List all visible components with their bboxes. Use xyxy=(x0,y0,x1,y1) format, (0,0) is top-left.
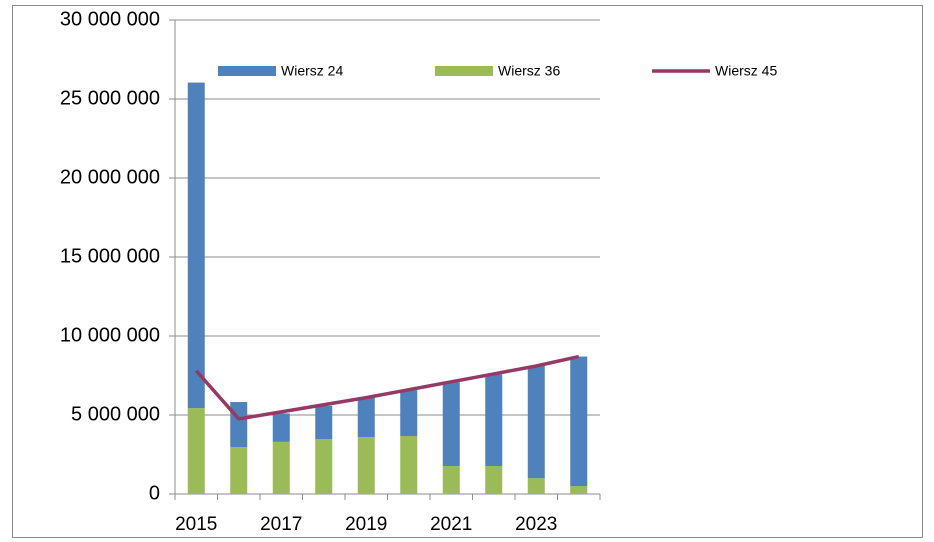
bar xyxy=(400,390,418,437)
y-tick-label: 10 000 000 xyxy=(60,324,160,346)
legend-swatch xyxy=(218,66,276,76)
line xyxy=(194,354,580,421)
x-tick-label: 2017 xyxy=(260,514,302,535)
y-tick-label: 25 000 000 xyxy=(60,87,160,109)
x-tick-label: 2021 xyxy=(430,514,472,535)
bar xyxy=(230,402,248,448)
y-tick-label: 5 000 000 xyxy=(71,403,160,425)
bar xyxy=(527,478,545,494)
bar xyxy=(485,374,503,467)
y-tick-label: 15 000 000 xyxy=(60,245,160,267)
bar xyxy=(315,439,333,494)
bar xyxy=(570,486,588,494)
chart-border xyxy=(12,5,923,538)
bar xyxy=(187,82,205,409)
x-tick-label: 2023 xyxy=(515,514,557,535)
bar xyxy=(442,382,460,467)
bar xyxy=(527,366,545,479)
legend-label: Wiersz 36 xyxy=(498,63,560,79)
y-tick-label: 0 xyxy=(149,482,160,504)
bar xyxy=(400,436,418,494)
y-tick-label: 20 000 000 xyxy=(60,166,160,188)
x-tick-label: 2015 xyxy=(175,514,217,535)
bar xyxy=(570,356,588,487)
legend-swatch xyxy=(435,66,493,76)
bar xyxy=(272,441,290,494)
bar xyxy=(485,466,503,494)
x-tick-label: 2019 xyxy=(345,514,387,535)
bar xyxy=(230,447,248,494)
y-tick-label: 30 000 000 xyxy=(60,8,160,30)
bar xyxy=(442,466,460,494)
bar xyxy=(357,397,375,438)
legend-label: Wiersz 24 xyxy=(281,63,343,79)
legend-label: Wiersz 45 xyxy=(715,63,777,79)
bar xyxy=(315,405,333,440)
bar xyxy=(187,408,205,494)
bar xyxy=(357,437,375,494)
bar xyxy=(272,413,290,442)
